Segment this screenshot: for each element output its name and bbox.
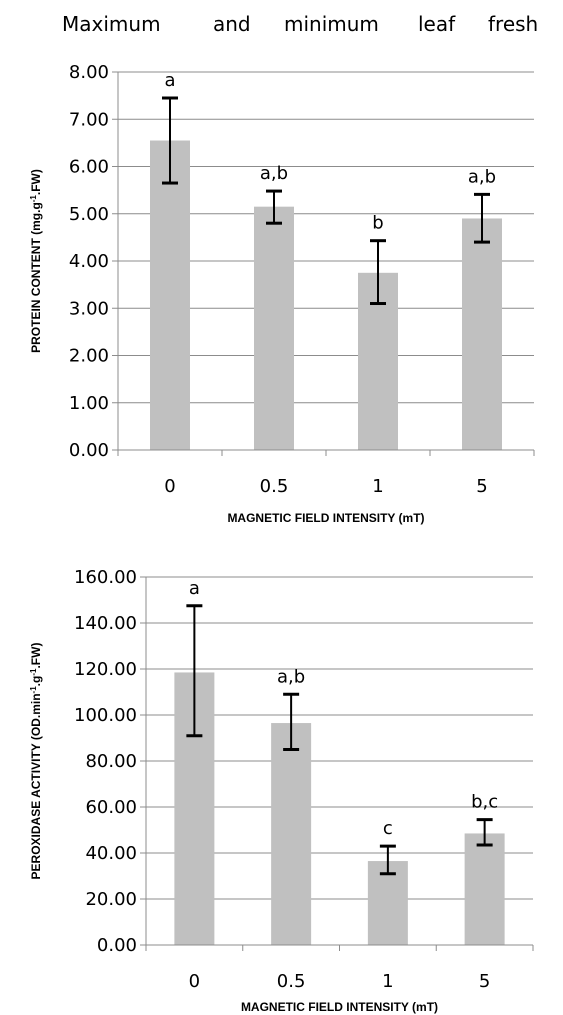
x-tick-label: 0.5 <box>260 476 289 497</box>
y-axis-label-part: PROTEIN CONTENT (mg.g <box>29 202 43 353</box>
bar <box>464 833 505 945</box>
y-axis-label-superscript: -1 <box>29 195 38 203</box>
y-axis-label-part: .FW) <box>29 169 43 195</box>
bar <box>254 206 294 450</box>
y-tick-label: 5.00 <box>69 204 109 225</box>
y-tick-label: 80.00 <box>85 751 137 772</box>
y-tick-label: 120.00 <box>74 659 137 680</box>
x-tick-label: 1 <box>372 476 383 497</box>
y-axis-label-superscript: -1 <box>29 668 38 676</box>
y-tick-label: 7.00 <box>69 109 109 130</box>
y-tick-label: 2.00 <box>69 346 109 367</box>
y-tick-label: 3.00 <box>69 298 109 319</box>
page-title: Maximum and minimum leaf fresh <box>0 12 563 42</box>
y-tick-label: 100.00 <box>74 705 137 726</box>
peroxidase-activity-chart: 0.00 20.00 40.00 60.00 80.00 100.00 120.00 140.… <box>29 567 534 1014</box>
x-tick-label: 0.5 <box>277 971 306 992</box>
bar <box>150 140 190 450</box>
title-word: fresh <box>488 12 539 36</box>
group-label: a,b <box>260 163 288 184</box>
group-label: c <box>383 818 393 839</box>
group-label: b,c <box>471 792 498 813</box>
y-axis-label-part: .FW) <box>29 643 43 669</box>
group-label: b <box>372 213 383 234</box>
x-tick-label: 0 <box>164 476 175 497</box>
x-tick-label: 0 <box>189 971 200 992</box>
y-axis-label: PEROXIDASE ACTIVITY (OD.min-1.g-1.FW) <box>29 643 44 880</box>
x-axis-label: MAGNETIC FIELD INTENSITY (mT) <box>227 511 424 525</box>
protein-content-chart: 0.00 1.00 2.00 3.00 4.00 5.00 6.00 7.00 8.00 a 0 a,… <box>29 62 535 525</box>
y-tick-label: 8.00 <box>69 62 109 83</box>
x-tick-label: 5 <box>476 476 487 497</box>
title-word: Maximum <box>62 12 161 36</box>
title-word: leaf <box>418 12 456 36</box>
x-tick-label: 1 <box>382 971 393 992</box>
y-axis-label-part: .g <box>29 676 43 687</box>
bar <box>271 723 312 945</box>
title-word: minimum <box>284 12 379 36</box>
x-tick-label: 5 <box>479 971 490 992</box>
group-label: a,b <box>277 666 305 687</box>
y-tick-label: 160.00 <box>74 567 137 588</box>
x-axis-label: MAGNETIC FIELD INTENSITY (mT) <box>241 1000 438 1014</box>
y-tick-label: 20.00 <box>85 889 137 910</box>
y-tick-label: 4.00 <box>69 251 109 272</box>
y-axis-label: PROTEIN CONTENT (mg.g-1.FW) <box>29 169 44 353</box>
y-axis-label-part: PEROXIDASE ACTIVITY (OD.min <box>29 693 43 879</box>
y-tick-label: 0.00 <box>69 440 109 461</box>
y-tick-label: 140.00 <box>74 613 137 634</box>
y-tick-label: 6.00 <box>69 157 109 178</box>
y-axis-label-superscript: -1 <box>29 686 38 694</box>
title-word: and <box>213 12 251 36</box>
y-tick-label: 1.00 <box>69 393 109 414</box>
y-tick-label: 0.00 <box>97 935 137 956</box>
group-label: a,b <box>468 166 496 187</box>
y-tick-label: 60.00 <box>85 797 137 818</box>
y-tick-label: 40.00 <box>85 843 137 864</box>
group-label: a <box>189 578 200 599</box>
group-label: a <box>164 70 175 91</box>
bar <box>462 218 502 450</box>
